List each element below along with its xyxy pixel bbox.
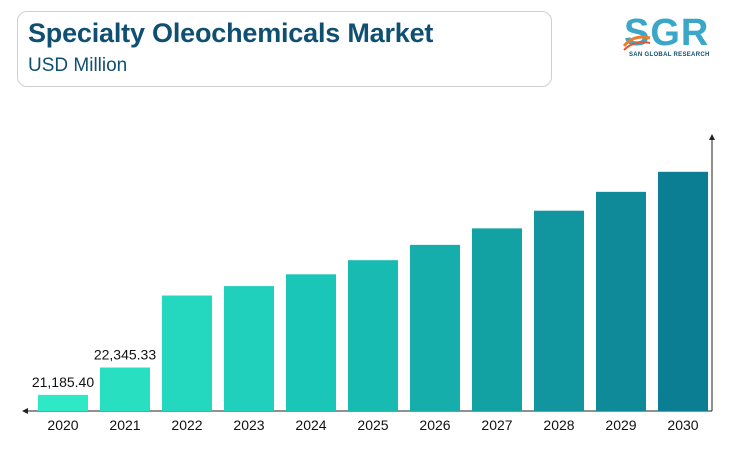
logo-tagline: SAN GLOBAL RESEARCH — [629, 52, 710, 58]
x-tick-label-2023: 2023 — [233, 417, 264, 433]
x-tick-label-2024: 2024 — [295, 417, 326, 433]
bar-2024 — [286, 274, 336, 411]
data-label-2021: 22,345.33 — [94, 347, 156, 363]
data-label-2020: 21,185.40 — [32, 374, 94, 390]
x-tick-label-2021: 2021 — [109, 417, 140, 433]
x-tick-label-2030: 2030 — [667, 417, 698, 433]
bar-2029 — [596, 191, 646, 411]
chart-subtitle: USD Million — [28, 55, 128, 76]
bar-2027 — [472, 228, 522, 411]
x-tick-label-2027: 2027 — [481, 417, 512, 433]
bar-2023 — [224, 286, 274, 411]
title-box: Specialty Oleochemicals Market USD Milli… — [17, 11, 552, 87]
bar-2030 — [658, 171, 708, 411]
bar-2028 — [534, 210, 584, 411]
y-axis-arrow-icon — [709, 134, 715, 140]
x-tick-label-2028: 2028 — [543, 417, 574, 433]
bar-2026 — [410, 244, 460, 411]
x-tick-label-2026: 2026 — [419, 417, 450, 433]
bar-2022 — [162, 295, 212, 411]
bar-2021 — [100, 367, 150, 411]
sgr-logo: SGR SAN GLOBAL RESEARCH — [622, 12, 722, 62]
x-tick-label-2020: 2020 — [47, 417, 78, 433]
chart-title: Specialty Oleochemicals Market — [28, 18, 434, 48]
bar-2020 — [38, 394, 88, 411]
x-tick-label-2025: 2025 — [357, 417, 388, 433]
bar-2025 — [348, 260, 398, 411]
logo-swoosh-icon — [622, 35, 651, 51]
x-tick-label-2022: 2022 — [171, 417, 202, 433]
logo-letters: SGR — [624, 12, 710, 54]
x-tick-label-2029: 2029 — [605, 417, 636, 433]
x-axis-arrow-icon — [22, 408, 28, 414]
